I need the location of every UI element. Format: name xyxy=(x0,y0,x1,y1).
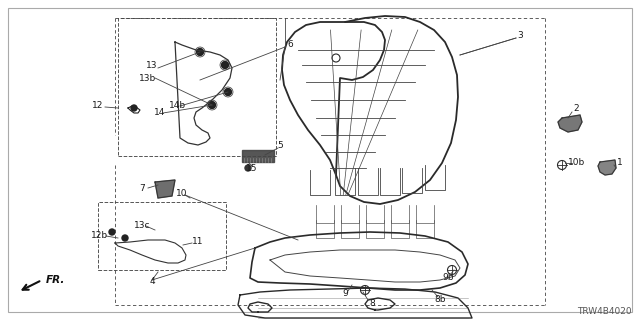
Text: 8: 8 xyxy=(369,299,375,308)
Text: 2: 2 xyxy=(573,103,579,113)
Circle shape xyxy=(225,89,232,95)
Text: 9b: 9b xyxy=(442,274,454,283)
Text: 3: 3 xyxy=(517,30,523,39)
Text: 8b: 8b xyxy=(435,295,445,305)
Text: 13b: 13b xyxy=(140,74,157,83)
Text: TRW4B4020: TRW4B4020 xyxy=(577,308,632,316)
Circle shape xyxy=(122,235,128,241)
Polygon shape xyxy=(155,180,175,198)
Circle shape xyxy=(131,105,137,111)
Text: 14b: 14b xyxy=(170,100,187,109)
Bar xyxy=(118,18,276,156)
Text: FR.: FR. xyxy=(46,275,65,285)
Circle shape xyxy=(196,49,204,55)
Text: 1: 1 xyxy=(617,157,623,166)
Text: 13: 13 xyxy=(147,60,157,69)
Text: 12b: 12b xyxy=(92,230,109,239)
Circle shape xyxy=(245,165,251,171)
Circle shape xyxy=(209,101,216,108)
Circle shape xyxy=(221,61,228,68)
Text: 9: 9 xyxy=(342,289,348,298)
Text: 13c: 13c xyxy=(134,220,150,229)
Bar xyxy=(98,202,226,270)
Text: 6: 6 xyxy=(287,39,293,49)
Text: 4: 4 xyxy=(149,277,155,286)
Circle shape xyxy=(109,229,115,235)
Text: 5: 5 xyxy=(277,140,283,149)
Bar xyxy=(242,150,274,162)
Text: 15: 15 xyxy=(246,164,258,172)
Text: 11: 11 xyxy=(192,237,204,246)
Text: 10: 10 xyxy=(176,188,188,197)
Text: 7: 7 xyxy=(139,183,145,193)
Polygon shape xyxy=(598,160,616,175)
Polygon shape xyxy=(558,115,582,132)
Text: 12: 12 xyxy=(92,100,104,109)
Text: 14: 14 xyxy=(154,108,166,116)
Text: 10b: 10b xyxy=(568,157,586,166)
